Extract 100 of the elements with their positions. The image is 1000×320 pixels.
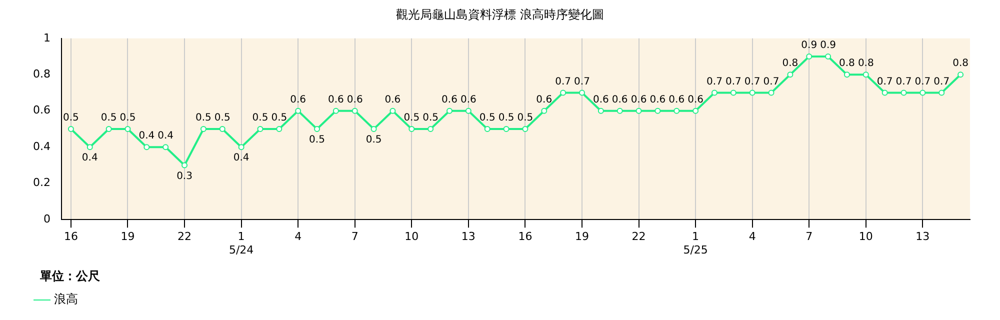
x-tick-label: 13 [461, 230, 476, 244]
chart-title: 觀光局龜山島資料浮標 浪高時序變化圖 [396, 7, 604, 22]
x-tick-label: 16 [64, 230, 78, 244]
data-label: 0.5 [252, 112, 268, 124]
data-label: 0.6 [668, 94, 685, 106]
data-label: 0.6 [346, 94, 363, 106]
point [295, 108, 302, 114]
point [900, 90, 907, 96]
point [749, 90, 756, 96]
x-tick-label: 4 [294, 230, 302, 244]
data-label: 0.6 [460, 94, 476, 106]
point [86, 144, 93, 150]
point [938, 90, 945, 96]
point [484, 126, 490, 132]
y-tick-label: 0.8 [32, 68, 50, 80]
x-tick-label: 19 [574, 230, 589, 244]
text: 單位：公尺 [39, 269, 101, 284]
data-label: 0.6 [384, 94, 401, 106]
data-label: 0.7 [914, 76, 931, 88]
point [692, 108, 699, 114]
data-label: 0.6 [328, 94, 344, 106]
data-label: 0.7 [763, 76, 780, 88]
point [806, 54, 812, 60]
data-label: 0.7 [574, 76, 590, 88]
point [182, 162, 188, 168]
data-label: 0.6 [290, 94, 306, 106]
point [465, 108, 472, 114]
data-label: 0.5 [214, 112, 230, 124]
point [144, 144, 150, 150]
data-label: 0.9 [801, 40, 818, 52]
point [768, 90, 774, 96]
data-label: 0.7 [744, 76, 760, 88]
data-label: 0.6 [536, 94, 552, 106]
point [370, 126, 377, 132]
data-label: 0.6 [592, 94, 609, 106]
x-tick-label: 22 [632, 230, 646, 244]
data-label: 0.8 [858, 58, 874, 70]
point [674, 108, 680, 114]
data-label: 0.5 [100, 112, 117, 124]
data-label: 0.4 [158, 130, 174, 142]
data-label: 0.7 [876, 76, 893, 88]
point [844, 72, 850, 78]
data-label: 0.7 [725, 76, 742, 88]
point [257, 126, 264, 132]
data-label: 0.6 [612, 94, 628, 106]
x-tick-label: 10 [858, 230, 873, 244]
point [106, 126, 112, 132]
point [862, 72, 869, 78]
data-label: 0.5 [404, 112, 420, 124]
data-label: 0.5 [366, 134, 382, 146]
y-tick-label: 0.2 [32, 176, 50, 190]
data-label: 0.5 [422, 112, 439, 124]
x-tick-label: 7 [351, 230, 358, 244]
point [352, 108, 358, 114]
point [711, 90, 718, 96]
y-tick-label: 0.6 [32, 104, 50, 117]
point [578, 90, 585, 96]
point [238, 144, 244, 150]
point [958, 72, 964, 78]
data-label: 0.5 [195, 112, 212, 124]
point [920, 90, 926, 96]
point [598, 108, 604, 114]
point [825, 54, 832, 60]
point [730, 90, 736, 96]
x-tick-label: 4 [748, 230, 756, 244]
data-label: 0.5 [271, 112, 288, 124]
point [616, 108, 623, 114]
x-tick-label: 7 [806, 230, 813, 244]
x-tick-label: 1 5/25 [683, 230, 708, 256]
data-label: 0.9 [820, 40, 836, 52]
x-tick-label: 22 [178, 230, 192, 244]
data-label: 0.6 [650, 94, 666, 106]
data-label: 0.5 [517, 112, 534, 124]
point [428, 126, 434, 132]
point [882, 90, 888, 96]
point [390, 108, 396, 114]
y-tick-label: 0.4 [32, 140, 50, 153]
point [503, 126, 510, 132]
x-tick-label: 16 [518, 230, 532, 244]
data-label: 0.7 [555, 76, 572, 88]
data-label: 0.5 [498, 112, 514, 124]
data-label: 0.7 [706, 76, 722, 88]
x-tick-label: 10 [404, 230, 419, 244]
data-label: 0.8 [839, 58, 855, 70]
x-tick-label: 19 [120, 230, 135, 244]
data-label: 0.6 [688, 94, 704, 106]
point [276, 126, 282, 132]
data-label: 0.5 [120, 112, 136, 124]
point [332, 108, 339, 114]
data-label: 0.5 [479, 112, 496, 124]
point [654, 108, 661, 114]
point [200, 126, 206, 132]
data-label: 0.5 [63, 112, 79, 124]
data-label: 0.6 [442, 94, 458, 106]
legend-label: 浪高 [54, 292, 78, 306]
point [219, 126, 226, 132]
data-label: 0.4 [138, 130, 155, 142]
point [560, 90, 566, 96]
point [314, 126, 320, 132]
data-label: 0.8 [952, 58, 968, 70]
